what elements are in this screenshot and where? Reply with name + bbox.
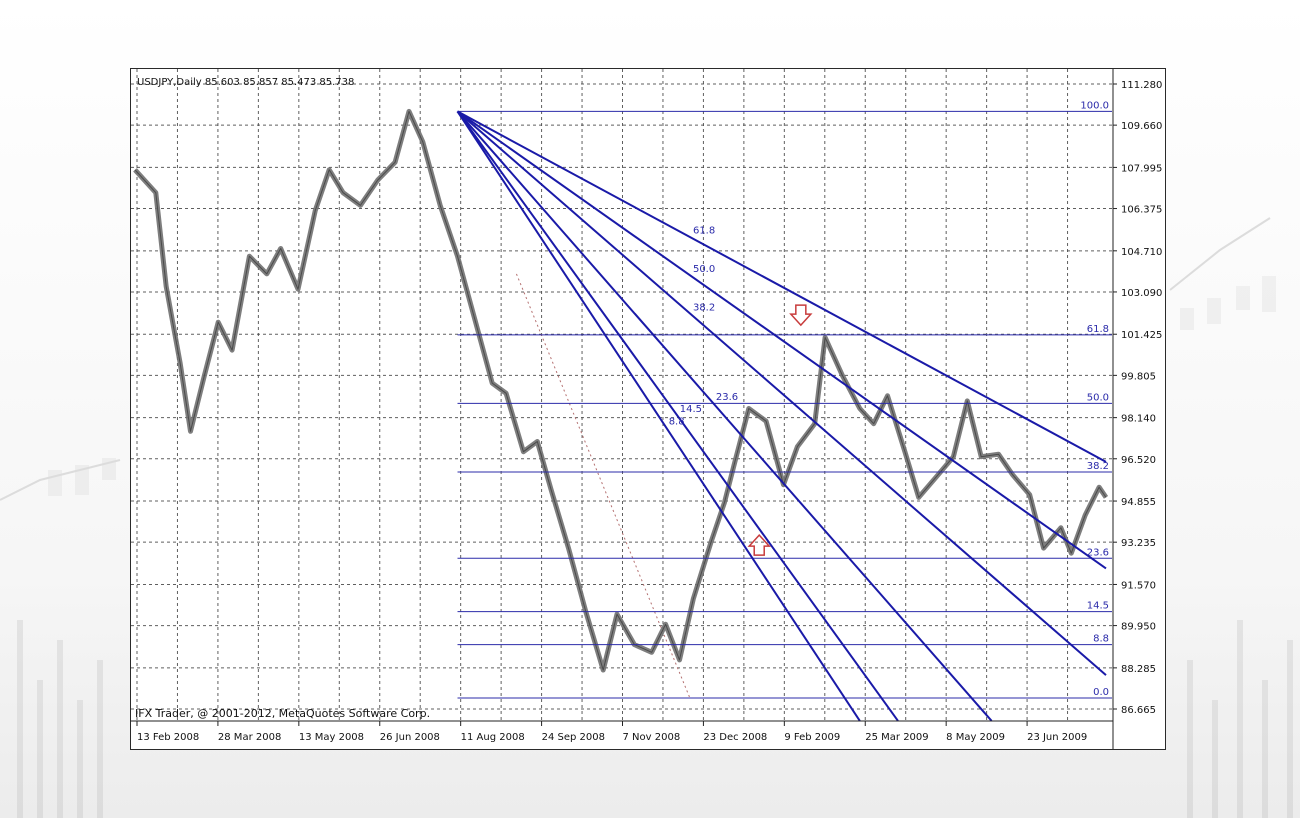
x-tick-label: 9 Feb 2009 — [784, 732, 840, 743]
y-tick-label: 107.995 — [1121, 163, 1162, 174]
up-arrow-icon — [747, 533, 771, 556]
fib-level-label: 50.0 — [1087, 392, 1109, 403]
fib-level-label: 8.8 — [1093, 634, 1109, 645]
price-series-group — [133, 108, 1109, 673]
x-tick-label: 24 Sep 2008 — [542, 732, 605, 743]
fib-level-label: 23.6 — [1087, 547, 1109, 558]
x-tick-label: 23 Jun 2009 — [1027, 732, 1087, 743]
fan-line — [456, 110, 1107, 676]
y-tick-label: 104.710 — [1121, 247, 1162, 258]
fib-level-label: 100.0 — [1080, 100, 1109, 111]
x-tick-label: 8 May 2009 — [946, 732, 1005, 743]
fan-line — [456, 110, 861, 722]
y-tick-label: 99.805 — [1121, 371, 1156, 382]
chart-canvas: 100.061.850.038.223.614.58.80.0 61.850.0… — [131, 69, 1162, 749]
y-tick-label: 86.665 — [1121, 705, 1156, 716]
y-tick-label: 103.090 — [1121, 288, 1162, 299]
y-tick-label: 91.570 — [1121, 580, 1156, 591]
y-tick-label: 106.375 — [1121, 205, 1162, 216]
x-axis-ticks: 13 Feb 2008 28 Mar 2008 13 May 2008 26 Jun … — [136, 721, 1087, 743]
x-tick-label: 23 Dec 2008 — [703, 732, 767, 743]
chart-window: 100.0 61.8 50.0 38.2 23.6 14.5 8.8 0.0 61.8 50.0… — [130, 68, 1166, 750]
x-tick-label: 7 Nov 2008 — [623, 732, 681, 743]
dotted-trendline — [516, 273, 691, 699]
chart-footer: IFX Trader, @ 2001-2012, MetaQuotes Soft… — [135, 707, 430, 720]
fan-line-label: 61.8 — [693, 226, 715, 237]
fib-level-label: 61.8 — [1087, 324, 1109, 335]
x-tick-label: 28 Mar 2008 — [218, 732, 281, 743]
fib-level-label: 38.2 — [1087, 461, 1109, 472]
price-series-line — [133, 108, 1109, 673]
y-tick-label: 101.425 — [1121, 330, 1162, 341]
x-tick-label: 13 Feb 2008 — [137, 732, 199, 743]
fan-line-label: 38.2 — [693, 302, 715, 313]
fan-line-label: 50.0 — [693, 264, 715, 275]
y-axis-ticks: 111.280 109.660 107.995 106.375 104.710 103.0… — [1113, 80, 1162, 716]
fan-line — [456, 110, 1107, 570]
y-tick-label: 109.660 — [1121, 121, 1162, 132]
y-tick-label: 93.235 — [1121, 538, 1156, 549]
y-tick-label: 98.140 — [1121, 414, 1156, 425]
chart-header: USDJPY,Daily 85.603 85.857 85.473 85.738 — [137, 77, 354, 88]
x-tick-label: 25 Mar 2009 — [865, 732, 928, 743]
down-arrow-icon — [789, 304, 813, 327]
fib-level-label: 0.0 — [1093, 687, 1109, 698]
x-tick-label: 13 May 2008 — [299, 732, 364, 743]
fan-line-label: 14.5 — [680, 404, 702, 415]
signal-arrows-group — [747, 304, 813, 556]
y-tick-label: 96.520 — [1121, 455, 1156, 466]
y-tick-label: 94.855 — [1121, 497, 1156, 508]
x-tick-label: 11 Aug 2008 — [461, 732, 525, 743]
dotted-trendline-group — [516, 273, 691, 699]
y-tick-label: 89.950 — [1121, 622, 1156, 633]
fan-line-label: 8.8 — [669, 416, 685, 427]
fib-level-label: 14.5 — [1087, 601, 1109, 612]
x-tick-label: 26 Jun 2008 — [380, 732, 440, 743]
y-tick-label: 88.285 — [1121, 664, 1156, 675]
fan-line — [456, 110, 993, 722]
fan-lines-group: 61.850.038.223.614.58.8 — [456, 110, 1107, 722]
fib-levels-group: 100.061.850.038.223.614.58.80.0 — [457, 100, 1112, 699]
price-series-core — [134, 110, 1107, 671]
fan-line-label: 23.6 — [716, 392, 738, 403]
fan-line — [456, 110, 899, 722]
y-tick-label: 111.280 — [1121, 80, 1162, 91]
fan-line — [457, 110, 1107, 463]
